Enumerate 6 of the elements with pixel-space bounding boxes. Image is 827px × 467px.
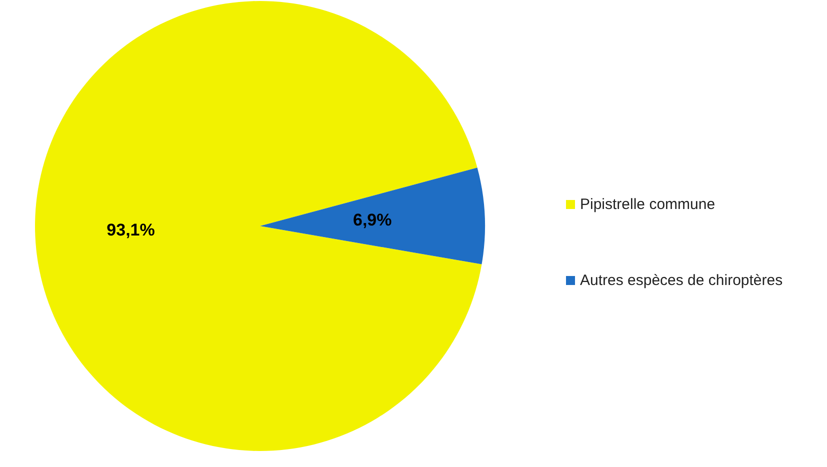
pie-slice (35, 1, 482, 451)
pie-slice (260, 168, 485, 264)
legend-label: Autres espèces de chiroptères (580, 272, 783, 289)
data-label: 6,9% (353, 210, 392, 230)
data-label: 93,1% (106, 220, 155, 240)
legend-label: Pipistrelle commune (580, 196, 716, 213)
